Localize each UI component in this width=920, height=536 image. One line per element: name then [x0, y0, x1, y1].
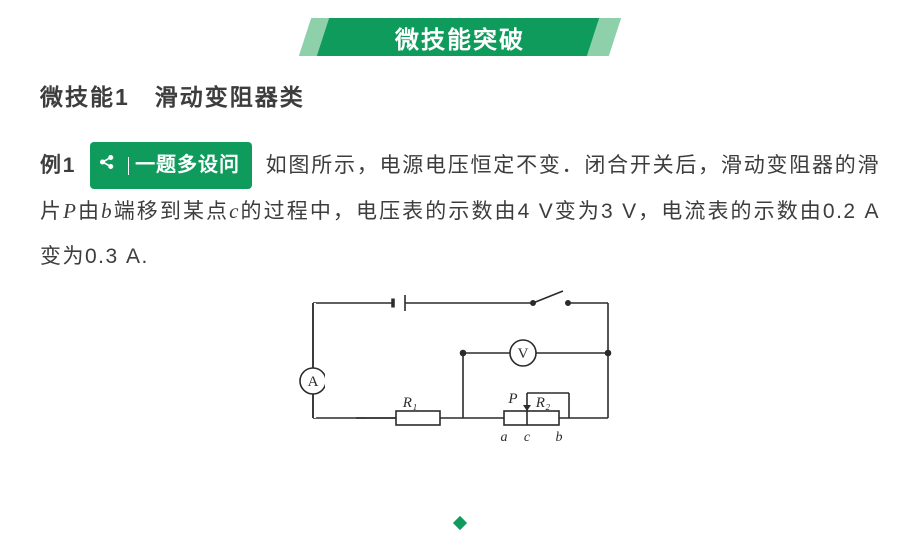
multi-question-badge: 一题多设问 [90, 142, 253, 189]
text-part-3: 端移到某点 [113, 200, 229, 223]
badge-text: 一题多设问 [135, 144, 240, 187]
text-part-2: 由 [77, 200, 101, 223]
svg-text:P: P [507, 391, 517, 407]
section-ribbon: 微技能突破 [0, 18, 920, 56]
svg-text:A: A [307, 374, 318, 390]
badge-divider [128, 157, 130, 175]
slide-pointer-icon [453, 516, 467, 530]
var-c: c [229, 199, 240, 223]
example-paragraph: 例1 一题多设问 如图所示，电源电压恒定不变．闭合开关后，滑动变阻器的滑片P由b… [40, 142, 880, 279]
ribbon-shape: 微技能突破 [305, 18, 615, 56]
svg-text:V: V [517, 346, 528, 362]
ribbon-title: 微技能突破 [305, 18, 615, 56]
circuit-diagram: AVR₁R₂PacbAA [283, 283, 638, 448]
skill-title: 微技能1 滑动变阻器类 [40, 78, 920, 112]
svg-text:c: c [523, 430, 530, 445]
var-p: P [63, 199, 77, 223]
var-b: b [101, 199, 113, 223]
share-icon [98, 144, 116, 187]
svg-text:a: a [500, 430, 507, 445]
example-block: 例1 一题多设问 如图所示，电源电压恒定不变．闭合开关后，滑动变阻器的滑片P由b… [40, 142, 880, 279]
circuit-diagram-wrap: AVR₁R₂PacbAA [0, 283, 920, 448]
svg-text:b: b [555, 430, 562, 445]
svg-text:R₁: R₁ [401, 395, 416, 411]
example-label: 例1 [40, 154, 76, 177]
svg-text:R₂: R₂ [534, 395, 549, 411]
